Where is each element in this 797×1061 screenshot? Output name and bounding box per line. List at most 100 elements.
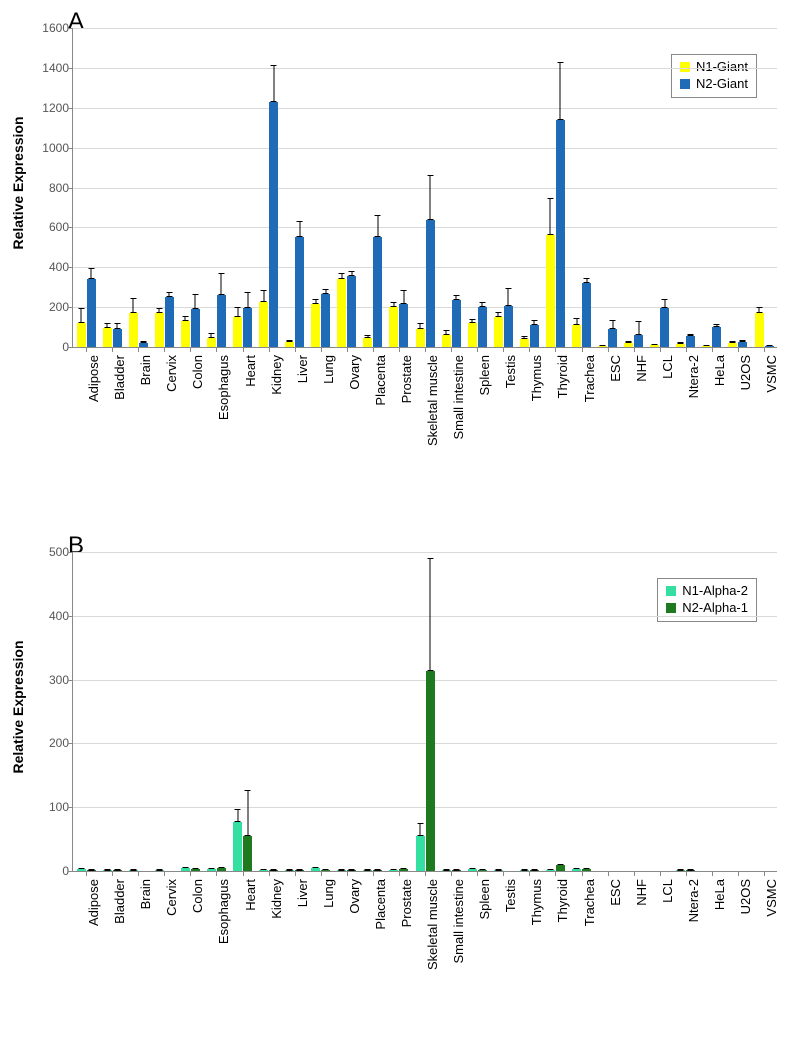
bar (233, 822, 242, 871)
xtick-mark (164, 347, 165, 352)
error-bar (534, 320, 535, 325)
bar (113, 329, 122, 347)
xtick-label: Adipose (86, 879, 101, 926)
ytick-label: 400 (49, 260, 69, 274)
error-bar (315, 867, 316, 868)
category-group: Spleen (464, 307, 490, 347)
bar (243, 308, 252, 347)
bar (426, 220, 435, 347)
bar (572, 869, 581, 871)
xtick-mark (112, 871, 113, 876)
error-bar (185, 867, 186, 868)
xtick-label: Bladder (112, 879, 127, 924)
xtick-label: VSMC (764, 879, 779, 917)
xtick-mark (634, 871, 635, 876)
ytick-label: 800 (49, 181, 69, 195)
bar (139, 343, 148, 347)
bar (634, 335, 643, 347)
xtick-label: Liver (295, 355, 310, 383)
xtick-label: Ntera-2 (686, 355, 701, 398)
xtick-label: Brain (138, 879, 153, 909)
category-group: Adipose (73, 279, 99, 347)
error-bar (377, 870, 378, 871)
xtick-label: Esophagus (216, 879, 231, 944)
bar (728, 343, 737, 347)
panel-b-plot: N1-Alpha-2 N2-Alpha-1 AdiposeBladderBrai… (72, 552, 777, 872)
bar (181, 868, 190, 871)
error-bar (247, 790, 248, 836)
category-group: Cervix (151, 870, 177, 871)
panel-b-y-title: Relative Expression (10, 640, 26, 773)
ytick-mark (68, 552, 73, 553)
error-bar (524, 336, 525, 339)
category-group: Brain (125, 313, 151, 347)
category-group: Placenta (360, 237, 386, 347)
xtick-mark (582, 871, 583, 876)
panel-a-bars: AdiposeBladderBrainCervixColonEsophagusH… (73, 28, 777, 347)
xtick-mark (608, 347, 609, 352)
xtick-label: NHF (634, 879, 649, 906)
xtick-label: Spleen (477, 355, 492, 395)
xtick-mark (190, 347, 191, 352)
xtick-label: Testis (503, 879, 518, 912)
xtick-label: Trachea (582, 879, 597, 926)
bar (129, 313, 138, 347)
error-bar (393, 869, 394, 870)
ytick-mark (68, 227, 73, 228)
ytick-label: 400 (49, 609, 69, 623)
bar (217, 868, 226, 871)
bar (556, 865, 565, 871)
xtick-mark (660, 871, 661, 876)
xtick-label: Colon (190, 879, 205, 913)
bar (87, 870, 96, 871)
error-bar (759, 307, 760, 313)
bar (504, 306, 513, 347)
xtick-mark (712, 871, 713, 876)
error-bar (498, 312, 499, 317)
xtick-label: Thymus (529, 355, 544, 401)
bar (478, 307, 487, 347)
error-bar (315, 299, 316, 304)
error-bar (377, 215, 378, 237)
category-group: Bladder (99, 328, 125, 347)
bar (337, 870, 346, 871)
category-group: Esophagus (203, 868, 229, 871)
error-bar (367, 870, 368, 871)
error-bar (107, 323, 108, 328)
category-group: Cervix (151, 297, 177, 347)
bar (191, 309, 200, 347)
error-bar (185, 316, 186, 321)
xtick-label: U2OS (738, 879, 753, 914)
bar (556, 120, 565, 347)
error-bar (456, 870, 457, 871)
xtick-label: Placenta (373, 879, 388, 930)
ytick-label: 1000 (42, 141, 69, 155)
bar (347, 276, 356, 347)
panel-a-y-title: Relative Expression (10, 116, 26, 249)
xtick-mark (555, 347, 556, 352)
xtick-mark (112, 347, 113, 352)
bar (582, 283, 591, 347)
bar (337, 279, 346, 347)
category-group: ESC (595, 329, 621, 347)
error-bar (273, 65, 274, 102)
bar (650, 345, 659, 347)
bar (416, 836, 425, 871)
bar (686, 870, 695, 871)
category-group: Kidney (256, 870, 282, 871)
bar (582, 869, 591, 871)
xtick-mark (269, 347, 270, 352)
error-bar (159, 870, 160, 871)
category-group: Thyroid (542, 120, 568, 347)
error-bar (159, 308, 160, 313)
error-bar (716, 324, 717, 327)
error-bar (107, 870, 108, 871)
xtick-label: Thymus (529, 879, 544, 925)
category-group: Skeletal muscle (412, 220, 438, 347)
bar (113, 870, 122, 871)
error-bar (367, 335, 368, 338)
bar (399, 869, 408, 871)
error-bar (664, 299, 665, 308)
bar (676, 870, 685, 871)
xtick-mark (555, 871, 556, 876)
